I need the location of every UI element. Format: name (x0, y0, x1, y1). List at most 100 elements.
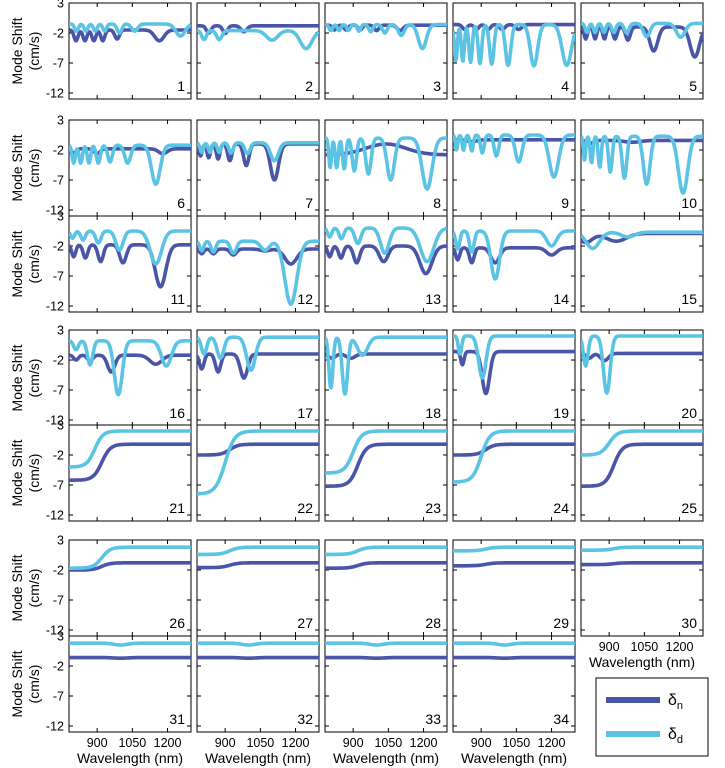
panel-frame (68, 424, 192, 522)
panel-number: 24 (553, 500, 569, 516)
panel-30: 30 (580, 539, 704, 637)
legend-d-label: δd (668, 726, 683, 746)
series-n-line (325, 23, 447, 33)
series-d-line (453, 641, 575, 647)
panel-34: 34 (452, 635, 576, 733)
series-d-line (581, 429, 703, 457)
series-d-line (325, 429, 447, 475)
y-tick-label: -7 (53, 690, 64, 704)
y-tick-label: 3 (57, 419, 64, 433)
series-n-line (197, 247, 319, 266)
panel-33: 33 (324, 635, 448, 733)
series-n-line (69, 147, 191, 156)
legend-box (595, 677, 709, 757)
panel-lines (453, 545, 575, 568)
series-d-line (453, 334, 575, 380)
series-d-line (197, 641, 319, 647)
x-axis-title: Wavelength (nm) (205, 750, 311, 766)
panel-frame (324, 424, 448, 522)
series-d-line (197, 429, 319, 496)
x-tick-label: 900 (87, 736, 108, 750)
series-d-line (197, 335, 319, 372)
panel-frame (324, 2, 448, 100)
y-axis-title: Mode Shift(cm/s) (9, 439, 42, 506)
series-n-line (197, 561, 319, 570)
panel-2: 2 (196, 2, 320, 100)
y-tick-label: -12 (46, 300, 64, 314)
panel-19: 19 (452, 329, 576, 427)
panel-26: 26 (68, 539, 192, 637)
panel-lines (581, 134, 703, 195)
series-n-line (453, 349, 575, 396)
panel-number: 18 (425, 405, 441, 421)
panel-lines (325, 335, 447, 396)
panel-frame (324, 635, 448, 733)
row-y-labels: 3 -2 -7 -12 Mode Shift(cm/s) 3 -2 -7 -12 Mode Shi… (9, 0, 64, 734)
panel-number: 10 (681, 195, 697, 211)
x-tick-label: 900 (471, 736, 492, 750)
panel-number: 23 (425, 500, 441, 516)
y-tick-label: 3 (57, 0, 64, 11)
legend: δn δd (595, 677, 709, 757)
series-d-line (453, 133, 575, 179)
panel-16: 16 (68, 329, 192, 427)
y-tick-label: -7 (53, 174, 64, 188)
panel-number: 5 (689, 78, 697, 94)
panel-frame (580, 2, 704, 100)
panel-number: 26 (169, 615, 185, 631)
y-tick-label: -2 (53, 564, 64, 578)
series-d-line (453, 545, 575, 553)
panel-lines (69, 429, 191, 482)
panel-frame (452, 635, 576, 733)
x-axis-title: Wavelength (nm) (333, 750, 439, 766)
series-n-line (453, 655, 575, 660)
panel-lines (453, 641, 575, 660)
panel-14: 14 (452, 215, 576, 313)
panel-frame (324, 539, 448, 637)
panel-lines (197, 239, 319, 306)
y-tick-label: -7 (53, 594, 64, 608)
series-d-line (453, 22, 575, 68)
y-tick-label: -2 (53, 27, 64, 41)
y-tick-label: 3 (57, 534, 64, 548)
series-d-line (325, 335, 447, 396)
panel-4: 4 (452, 2, 576, 100)
y-tick-label: -7 (53, 479, 64, 493)
series-d-line (325, 545, 447, 557)
panel-29: 29 (452, 539, 576, 637)
y-tick-label: -2 (53, 449, 64, 463)
y-tick-label: 3 (57, 324, 64, 338)
panel-lines (453, 429, 575, 484)
panel-number: 3 (433, 78, 441, 94)
panel-number: 16 (169, 405, 185, 421)
panel-frame (196, 635, 320, 733)
panel-number: 30 (681, 615, 697, 631)
panel-31: 31 (68, 635, 192, 733)
y-tick-label: -12 (46, 509, 64, 523)
y-axis-title: Mode Shift(cm/s) (9, 230, 42, 297)
panel-18: 18 (324, 329, 448, 427)
y-tick-label: -12 (46, 624, 64, 638)
panel-lines (69, 545, 191, 572)
series-n-line (453, 442, 575, 457)
panel-lines (325, 545, 447, 570)
series-d-line (453, 429, 575, 484)
series-n-line (69, 243, 191, 289)
series-d-line (69, 22, 191, 38)
panel-number: 28 (425, 615, 441, 631)
panel-frame (196, 424, 320, 522)
panel-frame (68, 635, 192, 733)
y-tick-label: -7 (53, 270, 64, 284)
series-n-line (197, 352, 319, 380)
panel-23: 23 (324, 424, 448, 522)
panel-number: 2 (305, 78, 313, 94)
y-axis-title: Mode Shift(cm/s) (9, 17, 42, 84)
series-d-line (325, 22, 447, 51)
panel-32: 32 (196, 635, 320, 733)
x-axis-title: Wavelength (nm) (77, 750, 183, 766)
y-axis-title: Mode Shift(cm/s) (9, 554, 42, 621)
y-tick-label: -12 (46, 204, 64, 218)
series-n-line (197, 442, 319, 457)
panel-number: 17 (297, 405, 313, 421)
